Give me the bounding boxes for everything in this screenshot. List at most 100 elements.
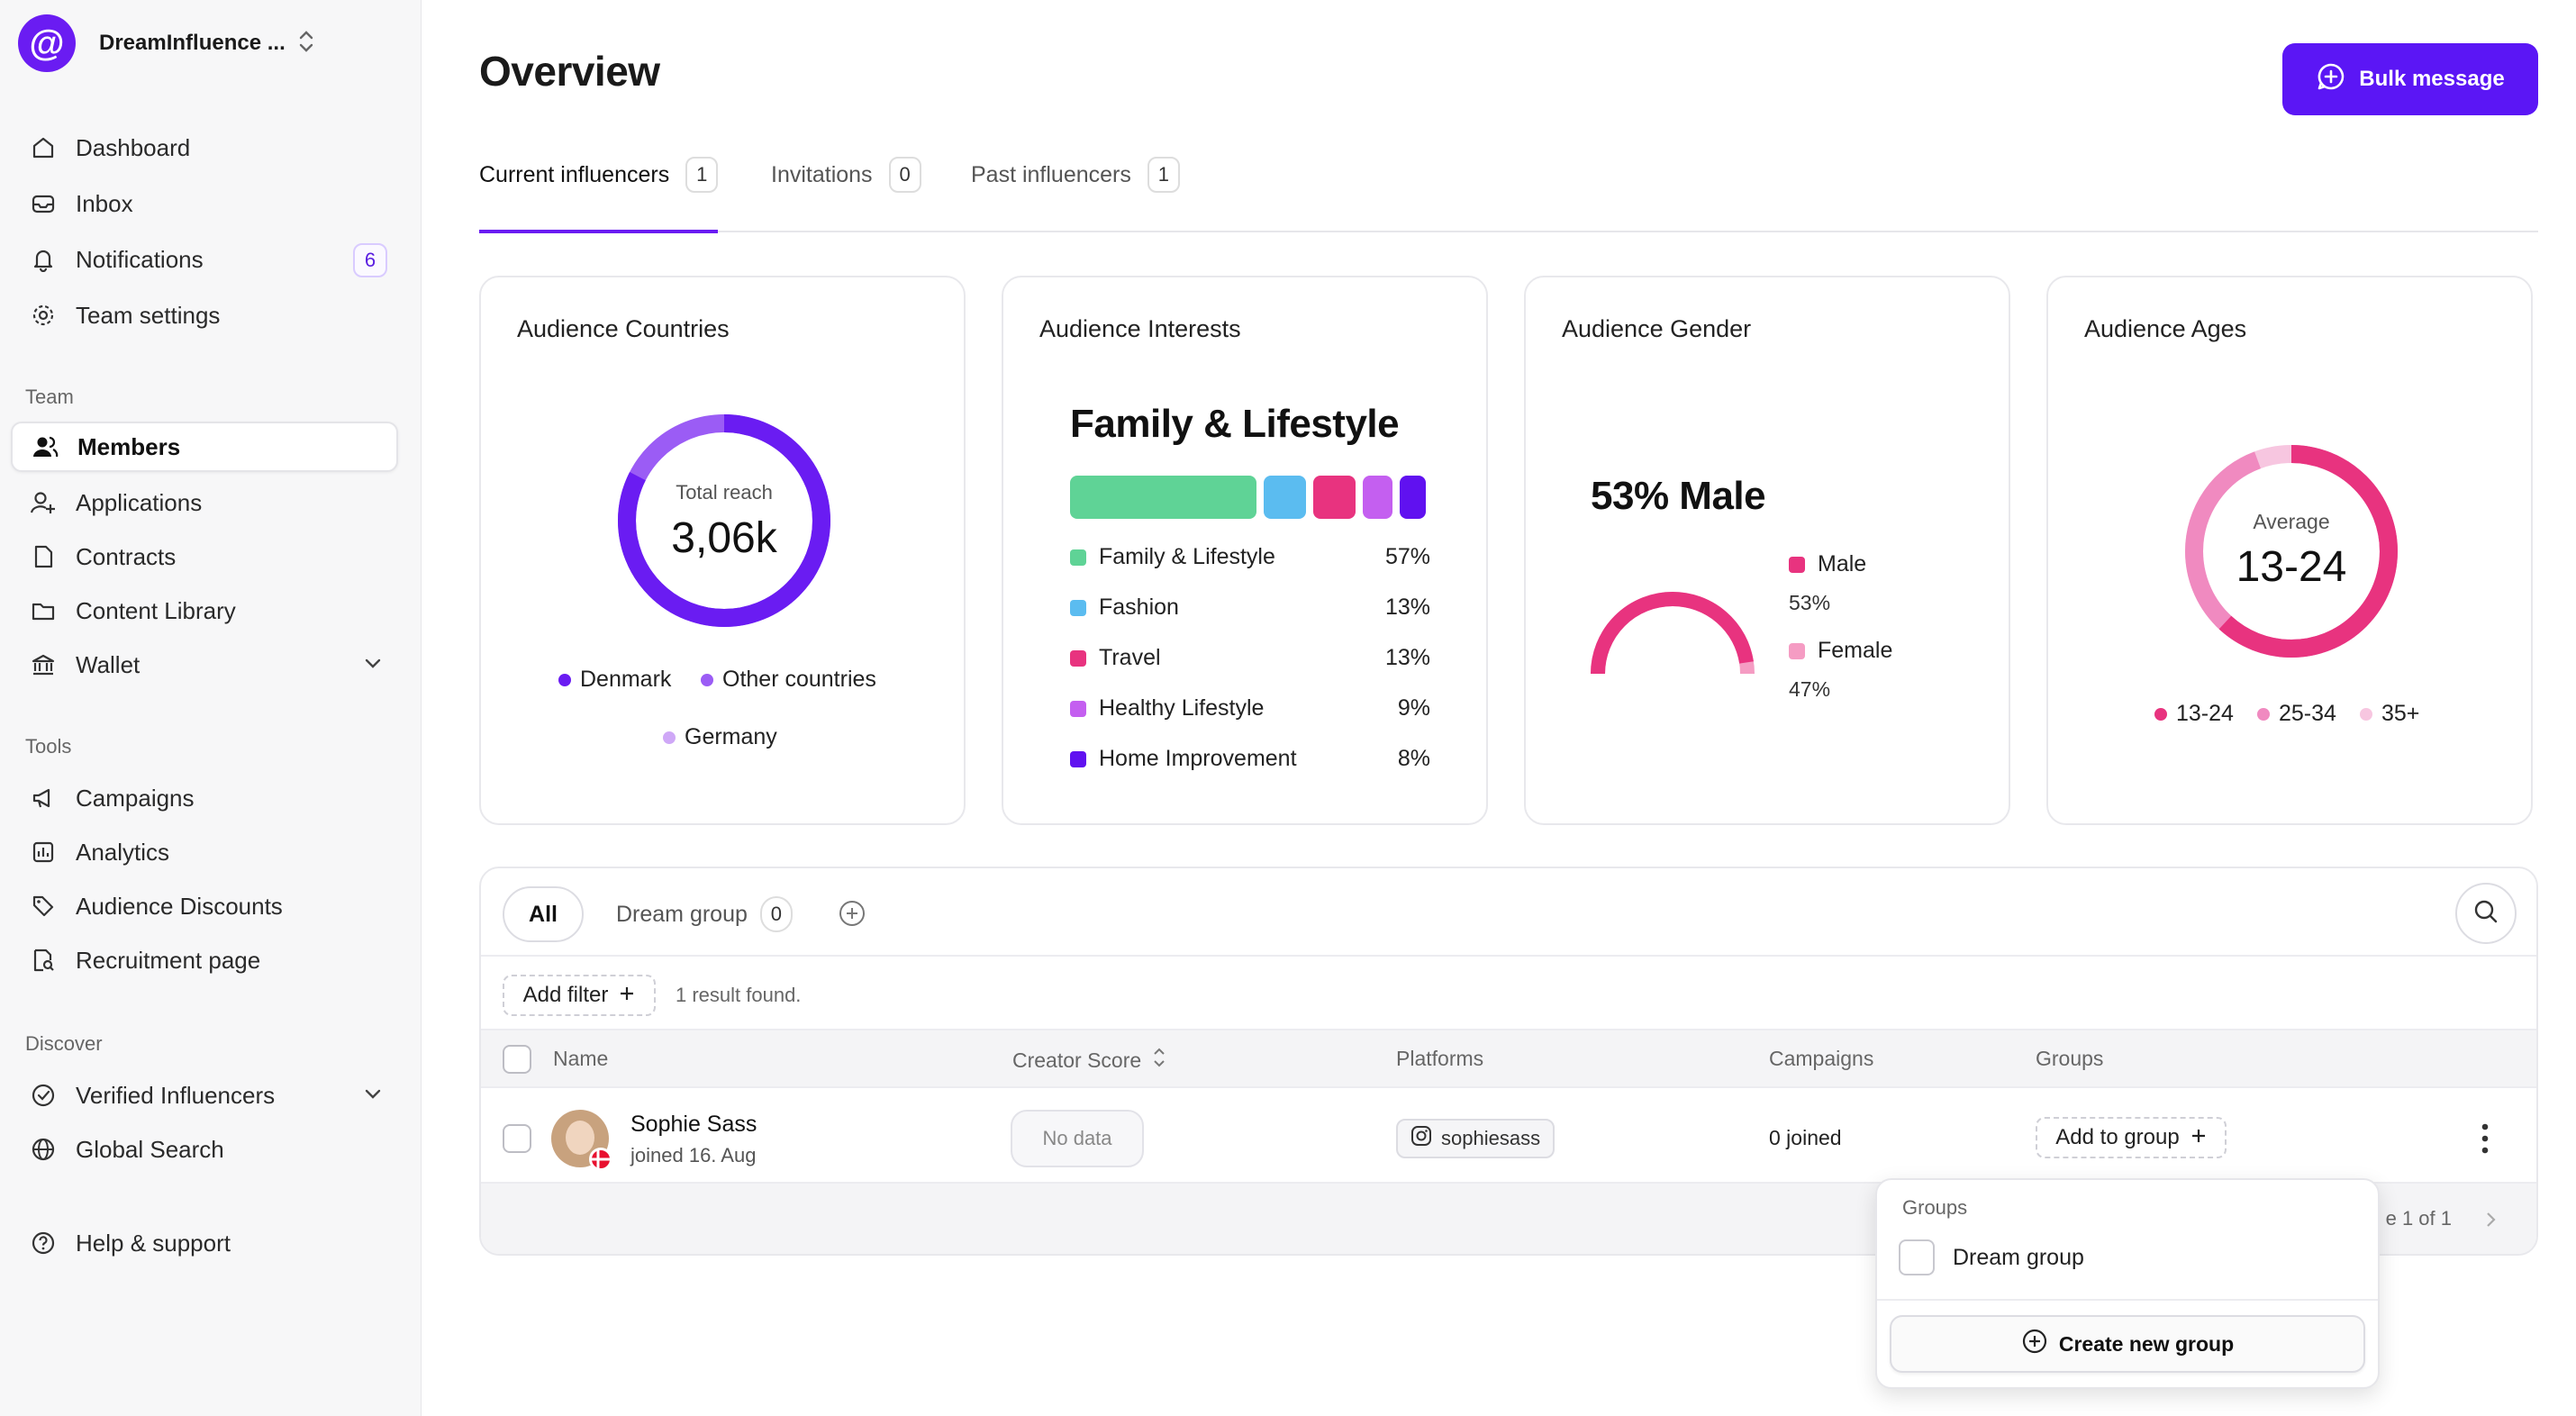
nav-audience-discounts[interactable]: Audience Discounts [11,881,398,931]
nav-label: Wallet [76,650,141,678]
add-filter-button[interactable]: Add filter [503,975,656,1016]
legend-label: 35+ [2381,701,2420,726]
interest-pct: 9% [1397,695,1430,721]
legend-item: Female [1789,638,1892,664]
nav-label: Global Search [76,1135,224,1163]
page-search-icon [29,946,58,975]
add-to-group-button[interactable]: Add to group [2036,1117,2227,1158]
audience-countries-card: Audience Countries Total reach 3,06k Den… [479,276,966,825]
search-button[interactable] [2455,883,2517,944]
legend-dot [2360,707,2372,721]
more-options-icon[interactable] [2481,1122,2490,1159]
tab-label: Current influencers [479,162,670,187]
creator-score-badge: No data [1011,1110,1144,1167]
gender-gauge [1591,592,1755,675]
legend-item: Germany [663,724,777,750]
table-row[interactable] [481,1088,2536,1184]
chevron-down-icon[interactable] [362,1083,384,1111]
nav-wallet[interactable]: Wallet [11,640,398,690]
audience-gender-card: Audience Gender 53% Male Male 53% Female… [1524,276,2010,825]
influencer-name[interactable]: Sophie Sass [630,1112,757,1137]
chevron-down-icon[interactable] [362,652,384,680]
workspace-switcher[interactable]: @ DreamInfluence ... [18,14,314,72]
influencer-tabs: Current influencers 1 Invitations 0 Past… [479,157,2538,233]
workspace-name: DreamInfluence ... [99,31,286,55]
document-icon [29,542,58,571]
nav-label: Notifications [76,245,204,273]
card-title: Audience Ages [2084,315,2247,342]
legend-label: 13-24 [2176,701,2234,726]
tab-current-influencers[interactable]: Current influencers 1 [479,157,719,233]
sidebar: @ DreamInfluence ... Dashboard Inbox Not… [0,0,422,1416]
dropdown-divider [1877,1299,2378,1301]
nav-content-library[interactable]: Content Library [11,585,398,636]
nav-campaigns[interactable]: Campaigns [11,773,398,823]
nav-label: Dashboard [76,133,191,161]
countries-donut [618,414,830,627]
nav-label: Contracts [76,542,177,570]
bank-icon [29,650,58,679]
card-title: Audience Countries [517,315,730,342]
legend-item: 25-34 [2257,701,2336,727]
instagram-platform-chip[interactable]: sophiesass [1396,1119,1556,1158]
group-filter-dream-group[interactable]: Dream group 0 [605,886,821,942]
option-checkbox[interactable] [1899,1239,1935,1275]
column-header-name[interactable]: Name [553,1047,609,1070]
nav-global-search[interactable]: Global Search [11,1124,398,1175]
interest-pct: 57% [1384,544,1430,569]
legend-item: Other countries [701,667,876,693]
card-title: Audience Gender [1562,315,1752,342]
interest-bar-segment [1313,476,1356,519]
legend-swatch [1789,642,1805,659]
groups-dropdown: Groups Dream group Create new group [1875,1178,2380,1389]
interest-label: Healthy Lifestyle [1099,695,1265,721]
nav-recruitment-page[interactable]: Recruitment page [11,935,398,985]
column-header-creator-score[interactable]: Creator Score [1012,1047,1166,1074]
bell-icon [29,245,58,274]
donut-center-label: Average [2253,510,2330,533]
nav-inbox[interactable]: Inbox [11,178,398,229]
select-all-checkbox[interactable] [503,1045,531,1074]
megaphone-icon [29,784,58,812]
table-header [481,1029,2536,1088]
group-filter-all[interactable]: All [503,886,584,942]
platform-handle: sophiesass [1441,1127,1541,1149]
nav-members[interactable]: Members [11,422,398,472]
nav-help-support[interactable]: Help & support [11,1218,398,1268]
bulk-message-label: Bulk message [2359,67,2505,91]
group-filter-label: Dream group [616,901,748,927]
add-filter-label: Add filter [522,983,609,1007]
legend-item: 35+ [2360,701,2419,727]
dropdown-title: Groups [1902,1196,1968,1219]
nav-applications[interactable]: Applications [11,477,398,528]
group-count: 0 [759,896,793,932]
nav-label: Analytics [76,838,170,866]
nav-verified-influencers[interactable]: Verified Influencers [11,1070,398,1121]
plus-circle-icon [2021,1328,2048,1360]
bulk-message-button[interactable]: Bulk message [2282,43,2538,115]
nav-dashboard[interactable]: Dashboard [11,123,398,173]
group-filter-bar [481,868,2536,957]
nav-notifications[interactable]: Notifications 6 [11,234,398,285]
joined-date: joined 16. Aug [630,1144,757,1166]
create-new-group-button[interactable]: Create new group [1890,1315,2365,1373]
interest-swatch [1070,549,1086,566]
nav-team-settings[interactable]: Team settings [11,290,398,340]
plus-icon [2191,1125,2207,1150]
tab-past-influencers[interactable]: Past influencers 1 [971,157,1180,232]
nav-contracts[interactable]: Contracts [11,531,398,582]
interest-label: Fashion [1099,595,1179,620]
column-header-platforms: Platforms [1396,1047,1484,1070]
help-icon [29,1229,58,1257]
search-icon [2472,898,2499,930]
interest-row: Fashion 13% [1070,595,1430,621]
add-group-icon[interactable] [838,899,866,932]
brand-logo: @ [18,14,76,72]
tab-invitations[interactable]: Invitations 0 [771,157,921,232]
legend-label: Female [1818,638,1893,663]
nav-analytics[interactable]: Analytics [11,827,398,877]
donut-center-value: 3,06k [671,514,777,562]
row-checkbox[interactable] [503,1124,531,1153]
chevron-right-icon[interactable] [2482,1209,2499,1235]
dropdown-option-dream-group[interactable]: Dream group [1899,1239,2084,1275]
